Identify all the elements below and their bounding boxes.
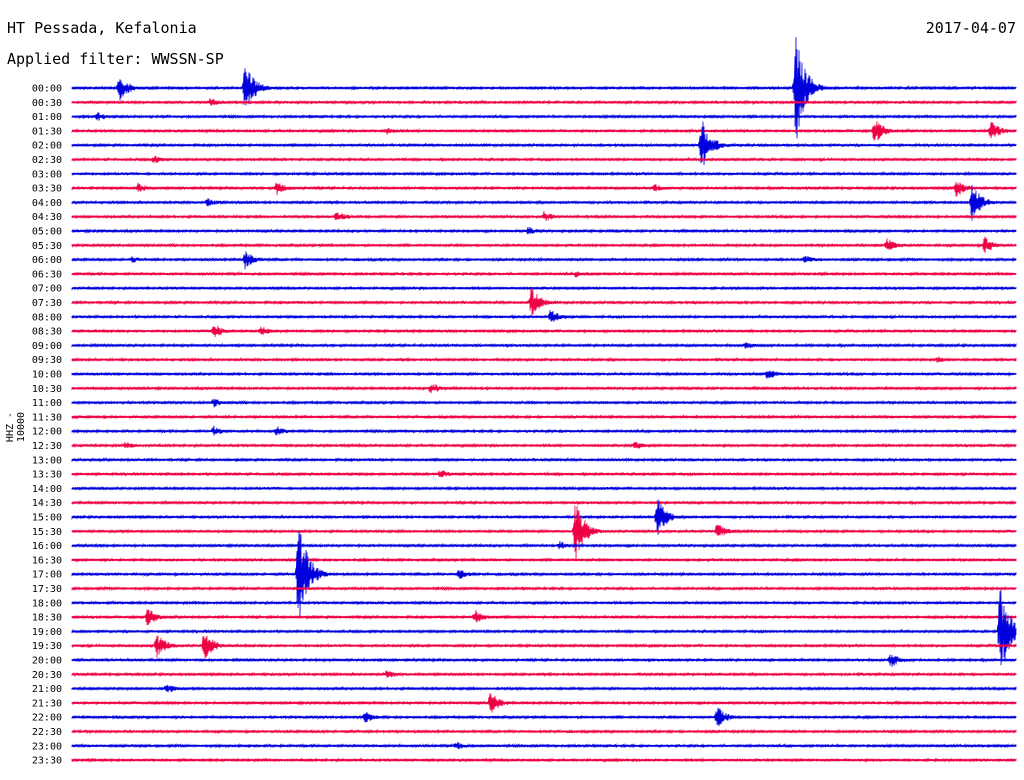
row-time-label: 13:00	[32, 455, 62, 466]
row-time-label: 16:30	[32, 555, 62, 566]
row-time-label: 02:30	[32, 155, 62, 166]
seismic-trace	[71, 505, 1017, 561]
row-time-label: 14:30	[32, 498, 62, 509]
row-time-label: 21:00	[32, 684, 62, 695]
row-time-label: 08:00	[32, 312, 62, 323]
date-label: 2017-04-07	[925, 19, 1016, 37]
row-time-label: 11:30	[32, 412, 62, 423]
row-time-label: 08:30	[32, 327, 62, 338]
row-time-label: 17:30	[32, 584, 62, 595]
row-time-label: 18:00	[32, 598, 62, 609]
row-time-label: 03:30	[32, 184, 62, 195]
row-time-label: 09:30	[32, 355, 62, 366]
row-time-label: 16:00	[32, 541, 62, 552]
row-time-label: 17:00	[32, 570, 62, 581]
row-time-label: 19:30	[32, 641, 62, 652]
row-time-label: 23:00	[32, 741, 62, 752]
row-time-label: 07:00	[32, 284, 62, 295]
row-time-label: 04:30	[32, 212, 62, 223]
row-time-label: 13:30	[32, 470, 62, 481]
row-time-label: 07:30	[32, 298, 62, 309]
row-time-label: 00:00	[32, 84, 62, 95]
row-time-label: 01:30	[32, 126, 62, 137]
seismic-trace	[71, 287, 1017, 316]
row-time-label: 21:30	[32, 698, 62, 709]
row-time-label: 12:30	[32, 441, 62, 452]
row-time-label: 15:00	[32, 513, 62, 524]
seismic-trace	[71, 635, 1017, 658]
station-title: HT Pessada, Kefalonia	[7, 19, 197, 37]
row-time-label: 10:30	[32, 384, 62, 395]
row-time-label: 11:00	[32, 398, 62, 409]
row-time-label: 23:30	[32, 756, 62, 767]
filter-label: Applied filter: WWSSN-SP	[7, 50, 224, 68]
row-time-label: 20:30	[32, 670, 62, 681]
row-time-label: 18:30	[32, 613, 62, 624]
row-time-label: 05:00	[32, 227, 62, 238]
row-time-label: 15:30	[32, 527, 62, 538]
row-time-label: 03:00	[32, 169, 62, 180]
row-time-label: 14:00	[32, 484, 62, 495]
row-time-label: 06:00	[32, 255, 62, 266]
row-time-label: 00:30	[32, 98, 62, 109]
row-time-label: 12:00	[32, 427, 62, 438]
row-time-label: 04:00	[32, 198, 62, 209]
row-time-label: 19:00	[32, 627, 62, 638]
row-time-label: 05:30	[32, 241, 62, 252]
row-time-label: 01:00	[32, 112, 62, 123]
row-time-label: 02:00	[32, 141, 62, 152]
row-time-label: 20:00	[32, 656, 62, 667]
row-time-label: 06:30	[32, 269, 62, 280]
row-time-label: 10:00	[32, 370, 62, 381]
row-time-label: 22:30	[32, 727, 62, 738]
seismic-trace	[71, 182, 1017, 197]
row-time-label: 22:00	[32, 713, 62, 724]
row-time-label: 09:00	[32, 341, 62, 352]
